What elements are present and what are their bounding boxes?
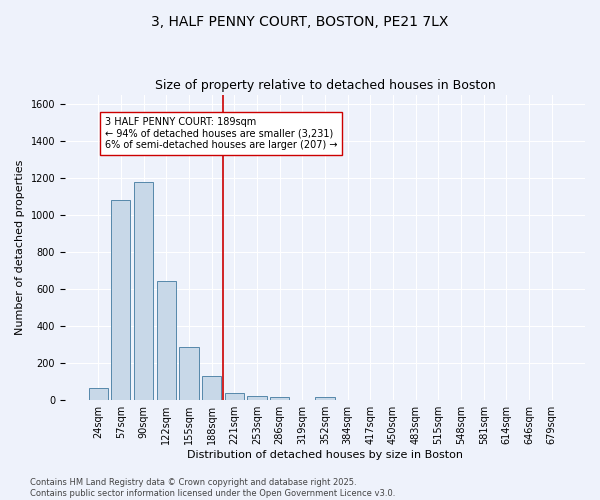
Bar	[247, 396, 266, 400]
Text: 3 HALF PENNY COURT: 189sqm
← 94% of detached houses are smaller (3,231)
6% of se: 3 HALF PENNY COURT: 189sqm ← 94% of deta…	[105, 117, 337, 150]
Bar	[270, 397, 289, 400]
Bar	[89, 388, 108, 400]
Bar	[111, 200, 130, 400]
Text: Contains HM Land Registry data © Crown copyright and database right 2025.
Contai: Contains HM Land Registry data © Crown c…	[30, 478, 395, 498]
Bar	[224, 393, 244, 400]
X-axis label: Distribution of detached houses by size in Boston: Distribution of detached houses by size …	[187, 450, 463, 460]
Text: 3, HALF PENNY COURT, BOSTON, PE21 7LX: 3, HALF PENNY COURT, BOSTON, PE21 7LX	[151, 15, 449, 29]
Bar	[316, 397, 335, 400]
Bar	[157, 280, 176, 400]
Y-axis label: Number of detached properties: Number of detached properties	[15, 160, 25, 335]
Title: Size of property relative to detached houses in Boston: Size of property relative to detached ho…	[155, 79, 496, 92]
Bar	[134, 182, 153, 400]
Bar	[202, 376, 221, 400]
Bar	[179, 348, 199, 400]
